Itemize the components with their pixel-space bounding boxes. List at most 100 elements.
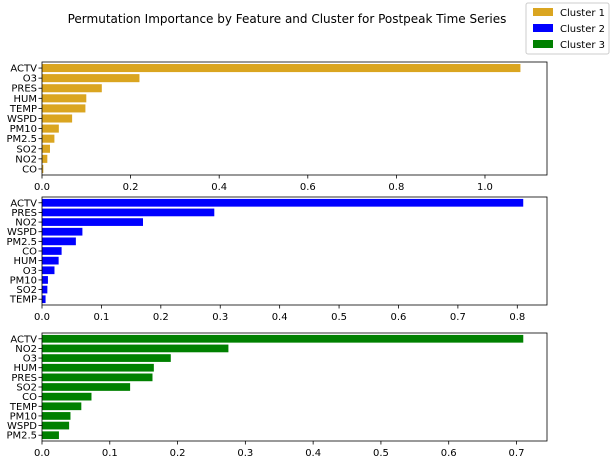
bar-cluster-1-co — [42, 164, 44, 173]
bar-cluster-3-so2 — [42, 383, 131, 391]
y-tick-label: ACTV — [10, 198, 37, 209]
bar-cluster-3-pm10 — [42, 412, 71, 420]
bar-cluster-3-temp — [42, 402, 82, 411]
bar-cluster-3-pres — [42, 373, 153, 382]
y-tick-label: PM10 — [10, 124, 37, 135]
y-tick-label: PM2.5 — [6, 237, 37, 248]
x-tick-label: 0.5 — [373, 448, 389, 459]
bar-cluster-1-wspd — [42, 114, 73, 123]
bar-cluster-3-hum — [42, 363, 154, 372]
figure-title: Permutation Importance by Feature and Cl… — [68, 12, 507, 26]
bar-cluster-3-o3 — [42, 354, 171, 362]
bar-cluster-1-temp — [42, 104, 86, 113]
legend-swatch-cluster-1 — [533, 8, 553, 16]
x-tick-label: 0.6 — [391, 312, 407, 323]
x-tick-label: 0.6 — [300, 182, 316, 193]
bar-cluster-3-co — [42, 392, 92, 401]
y-tick-label: NO2 — [15, 344, 37, 355]
y-tick-label: ACTV — [10, 334, 37, 345]
y-tick-label: HUM — [14, 363, 37, 374]
y-tick-label: TEMP — [9, 402, 37, 413]
legend-label-cluster-1: Cluster 1 — [560, 8, 605, 19]
y-tick-label: NO2 — [15, 218, 37, 229]
bar-cluster-3-actv — [42, 334, 524, 343]
x-tick-label: 0.0 — [34, 182, 50, 193]
bar-cluster-2-so2 — [42, 285, 48, 294]
bar-cluster-1-pres — [42, 84, 102, 93]
y-tick-label: PRES — [11, 84, 37, 95]
axes-frame — [41, 332, 548, 442]
legend-swatch-cluster-2 — [533, 24, 553, 32]
y-tick-label: SO2 — [16, 383, 37, 394]
bar-cluster-2-pres — [42, 208, 215, 217]
x-tick-label: 0.8 — [388, 182, 404, 193]
legend: Cluster 1 Cluster 2 Cluster 3 — [525, 2, 610, 55]
x-tick-label: 0.4 — [211, 182, 227, 193]
x-tick-label: 0.1 — [102, 448, 118, 459]
x-tick-label: 0.0 — [34, 312, 50, 323]
bar-cluster-2-no2 — [42, 218, 143, 226]
y-tick-label: PM2.5 — [6, 134, 37, 145]
x-tick-label: 0.0 — [34, 448, 50, 459]
y-tick-label: CO — [22, 164, 37, 175]
bar-cluster-3-wspd — [42, 421, 70, 430]
y-tick-label: WSPD — [7, 421, 37, 432]
bar-cluster-1-hum — [42, 94, 87, 103]
y-tick-label: CO — [22, 247, 37, 258]
y-tick-label: TEMP — [9, 295, 37, 306]
y-tick-label: NO2 — [15, 154, 37, 165]
axes-frame — [41, 196, 548, 306]
y-tick-label: CO — [22, 392, 37, 403]
bar-cluster-3-no2 — [42, 344, 229, 353]
y-tick-label: PRES — [11, 373, 37, 384]
y-tick-label: PM10 — [10, 275, 37, 286]
x-tick-label: 0.8 — [509, 312, 525, 323]
charts: ACTVO3PRESHUMTEMPWSPDPM10PM2.5SO2NO2CO0.… — [6, 61, 548, 459]
bar-cluster-2-actv — [42, 198, 524, 207]
bar-cluster-2-temp — [42, 295, 46, 304]
y-tick-label: WSPD — [7, 227, 37, 238]
bar-cluster-1-pm25 — [42, 134, 55, 143]
bar-cluster-3-pm25 — [42, 431, 59, 440]
x-tick-label: 0.1 — [93, 312, 109, 323]
y-tick-label: O3 — [23, 74, 37, 85]
x-tick-label: 0.4 — [305, 448, 321, 459]
bar-cluster-1-actv — [42, 64, 521, 73]
bar-cluster-2-o3 — [42, 266, 55, 275]
bar-cluster-1-no2 — [42, 154, 48, 163]
y-tick-label: SO2 — [16, 144, 37, 155]
x-tick-label: 0.3 — [237, 448, 253, 459]
x-tick-label: 0.2 — [170, 448, 186, 459]
y-tick-label: HUM — [14, 94, 37, 105]
bar-cluster-2-wspd — [42, 227, 83, 236]
x-tick-label: 0.5 — [331, 312, 347, 323]
y-tick-label: PM10 — [10, 411, 37, 422]
x-tick-label: 0.7 — [509, 448, 525, 459]
y-tick-label: O3 — [23, 266, 37, 277]
x-tick-label: 0.6 — [441, 448, 457, 459]
bar-cluster-1-so2 — [42, 144, 50, 153]
bar-cluster-2-co — [42, 247, 62, 255]
axes-frame — [41, 61, 548, 176]
bar-cluster-2-pm10 — [42, 276, 48, 284]
x-tick-label: 0.7 — [450, 312, 466, 323]
x-tick-label: 0.2 — [153, 312, 169, 323]
legend-label-cluster-2: Cluster 2 — [560, 24, 605, 35]
y-tick-label: TEMP — [9, 104, 37, 115]
y-tick-label: HUM — [14, 256, 37, 267]
y-tick-label: PRES — [11, 208, 37, 219]
bar-cluster-1-o3 — [42, 74, 140, 83]
x-tick-label: 0.4 — [272, 312, 288, 323]
y-tick-label: PM2.5 — [6, 431, 37, 442]
y-tick-label: SO2 — [16, 285, 37, 296]
y-tick-label: ACTV — [10, 64, 37, 75]
bar-cluster-1-pm10 — [42, 124, 59, 133]
y-tick-label: WSPD — [7, 114, 37, 125]
bar-cluster-2-pm25 — [42, 237, 76, 246]
legend-swatch-cluster-3 — [533, 40, 553, 48]
y-tick-label: O3 — [23, 354, 37, 365]
